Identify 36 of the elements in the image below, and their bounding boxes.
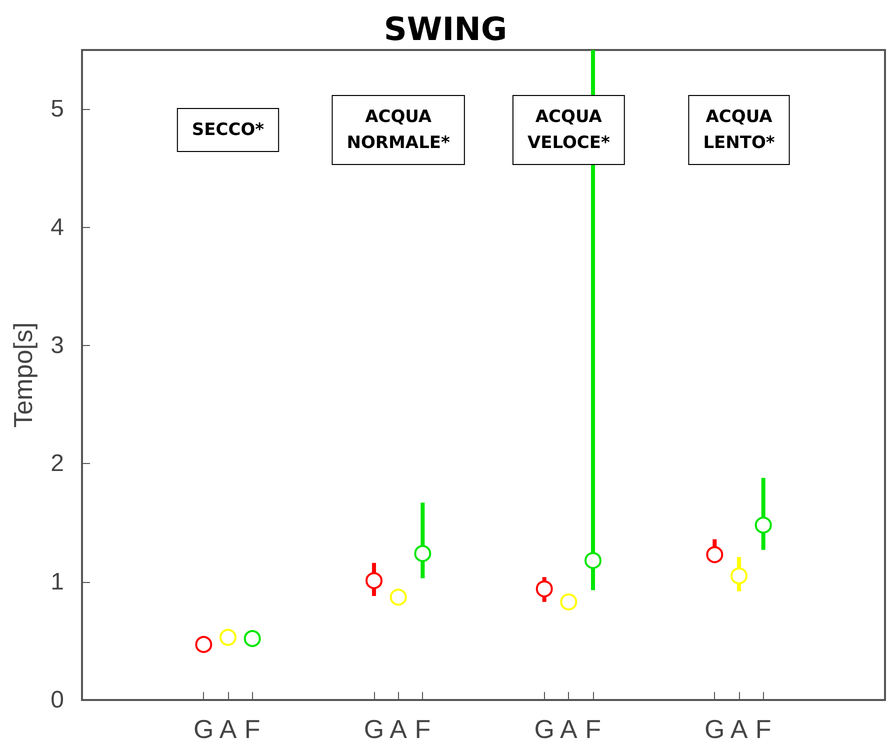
y-tick-label: 4 [50,214,64,241]
x-tick-label: F [244,714,260,744]
x-tick-label: A [219,714,238,744]
annotation: SECCO* [192,120,264,140]
x-tick-label: A [390,714,408,744]
point [414,544,432,562]
point [754,516,772,534]
x-tick-label: G [364,714,384,744]
x-tick-label: A [560,714,578,744]
x-tick-label: G [534,714,554,744]
x-tick-label: A [730,714,748,744]
point [244,630,261,648]
point [366,572,382,590]
y-tick-label: 1 [50,568,64,596]
x-tick-label: G [194,714,214,744]
x-tick-label: G [704,714,725,744]
point [195,636,212,653]
annotation: ACQUA LENTO* [703,107,775,153]
x-tick-label: F [414,714,431,744]
y-tick-label: 2 [50,450,64,478]
point [584,552,602,570]
point [220,628,236,646]
annotation: ACQUA VELOCE* [527,107,610,153]
y-tick-label: 0 [50,686,64,714]
chart-title: SWING [384,10,508,48]
point [560,593,578,610]
point [706,546,724,564]
point [390,588,407,606]
point [730,567,748,584]
annotation: ACQUA NORMALE* [346,107,450,153]
y-axis-title: Tempo[s] [8,322,38,428]
x-tick-label: F [585,714,601,744]
y-tick-label: 5 [50,96,64,123]
x-tick-label: F [755,714,772,744]
y-tick-label: 3 [50,332,64,359]
point [536,580,553,598]
